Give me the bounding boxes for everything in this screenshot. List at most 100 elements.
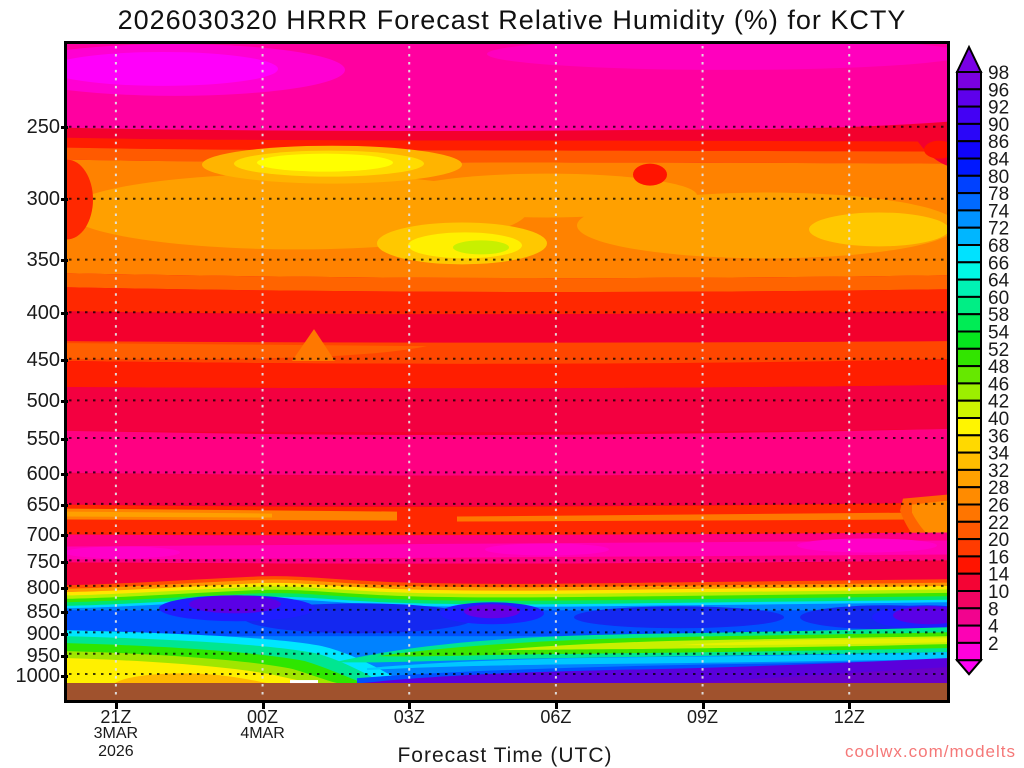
colorbar-label: 36 (988, 426, 1009, 447)
colorbar-label: 66 (988, 253, 1009, 274)
watermark-link[interactable]: coolwx.com/modelts (844, 742, 1016, 761)
y-tick-mark (61, 504, 68, 508)
x-axis-title: Forecast Time (UTC) (397, 744, 613, 767)
colorbar-box (956, 261, 982, 281)
y-tick-label: 300 (26, 188, 60, 211)
y-tick-label: 900 (26, 623, 60, 646)
colorbar-label: 22 (988, 513, 1009, 534)
x-tick-mark (261, 700, 265, 709)
y-tick-label: 850 (26, 600, 60, 623)
colorbar-box (956, 365, 982, 385)
y-tick-mark (61, 198, 68, 202)
y-tick-mark (61, 126, 68, 130)
chart-title: 2026030320 HRRR Forecast Relative Humidi… (117, 5, 907, 35)
colorbar-label: 74 (988, 201, 1010, 222)
colorbar-label: 8 (988, 599, 999, 620)
colorbar-label: 10 (988, 582, 1009, 603)
y-tick-mark (61, 654, 68, 658)
y-tick-label: 750 (26, 550, 60, 573)
plot-border (64, 41, 950, 703)
y-tick-mark (61, 358, 68, 362)
x-tick-label: 09Z (687, 707, 719, 727)
colorbar-label: 64 (988, 271, 1010, 292)
colorbar-box (956, 174, 982, 195)
colorbar-label: 4 (988, 617, 999, 638)
y-tick-label: 350 (26, 249, 60, 272)
y-tick-mark (61, 610, 68, 614)
surface-strip (67, 683, 947, 700)
x-tick-label: 21Z (100, 707, 132, 727)
x-tick-mark (554, 700, 558, 709)
colorbar-box (956, 555, 982, 575)
upper-bands (67, 44, 947, 700)
y-tick-mark (61, 560, 68, 564)
colorbar-label: 84 (988, 150, 1010, 171)
rh-colorbar: 9896929086848078747268666460585452484642… (954, 44, 1010, 676)
colorbar-box (956, 347, 982, 368)
y-tick-mark (61, 633, 68, 637)
colorbar-label: 90 (988, 115, 1009, 136)
colorbar-box (956, 122, 982, 143)
colorbar-label: 2 (988, 634, 999, 655)
colorbar-arrow-top (955, 44, 983, 73)
colorbar-box (956, 417, 982, 437)
colorbar-box (956, 295, 982, 316)
x-tick-label: 03Z (393, 707, 425, 727)
colorbar-box (956, 451, 982, 471)
y-tick-label: 250 (26, 116, 60, 139)
vertical-gridlines (114, 45, 851, 698)
x-tick-label: 06Z (540, 707, 572, 727)
horizontal-gridlines (69, 125, 945, 675)
colorbar-label: 52 (988, 340, 1009, 361)
colorbar-label: 98 (988, 63, 1009, 84)
y-tick-mark (61, 586, 68, 590)
y-tick-mark (61, 674, 68, 678)
colorbar-label: 92 (988, 98, 1009, 119)
colorbar-label: 46 (988, 374, 1009, 395)
colorbar-label: 40 (988, 409, 1009, 430)
colorbar-label: 54 (988, 323, 1010, 344)
colorbar-label: 58 (988, 305, 1009, 326)
colorbar-box (956, 140, 982, 160)
colorbar-box (956, 192, 982, 212)
x-tick-mark (114, 700, 118, 709)
colorbar-box (956, 624, 982, 644)
colorbar-label: 32 (988, 461, 1009, 482)
colorbar-label: 16 (988, 547, 1009, 568)
colorbar-box (956, 486, 982, 506)
colorbar-box (956, 226, 982, 246)
colorbar-box (956, 244, 982, 264)
colorbar-label: 72 (988, 219, 1009, 240)
colorbar-box (956, 538, 982, 558)
y-tick-mark (61, 259, 68, 263)
x-tick-mark (408, 700, 412, 709)
y-tick-label: 400 (26, 302, 60, 325)
colorbar-label: 42 (988, 392, 1009, 413)
colorbar-box (956, 382, 982, 402)
colorbar-box (956, 105, 982, 125)
y-tick-label: 500 (26, 390, 60, 413)
colorbar-label: 28 (988, 478, 1009, 499)
colorbar-box (956, 278, 982, 298)
y-tick-mark (61, 400, 68, 404)
x-date-label: 3MAR (93, 725, 139, 742)
y-tick-label: 700 (26, 523, 60, 546)
colorbar-label: 26 (988, 496, 1009, 517)
colorbar-arrow-bottom (954, 659, 984, 676)
colorbar-label: 78 (988, 184, 1009, 205)
colorbar-box (956, 434, 982, 454)
y-tick-label: 550 (26, 428, 60, 451)
y-tick-mark (61, 438, 68, 442)
x-date-label: 4MAR (240, 725, 285, 742)
y-tick-mark (61, 312, 68, 316)
colorbar-box (956, 468, 982, 489)
colorbar-label: 48 (988, 357, 1009, 378)
surface-marker (290, 680, 318, 684)
y-tick-label: 1000 (15, 664, 61, 687)
colorbar-label: 14 (988, 565, 1010, 586)
y-tick-label: 600 (26, 462, 60, 485)
y-tick-mark (61, 533, 68, 537)
x-tick-mark (848, 700, 852, 709)
rh-contour-field (67, 44, 947, 700)
colorbar-label: 60 (988, 288, 1009, 309)
